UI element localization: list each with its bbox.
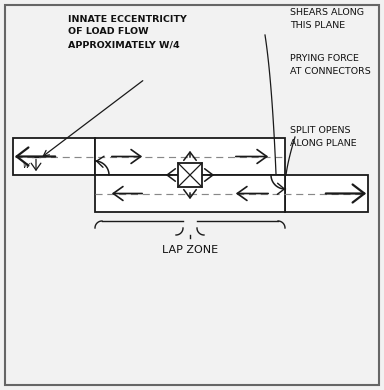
Text: INNATE ECCENTRICITY
OF LOAD FLOW
APPROXIMATELY W/4: INNATE ECCENTRICITY OF LOAD FLOW APPROXI… — [68, 15, 187, 49]
Bar — [13, 138, 95, 175]
Bar — [285, 175, 368, 212]
Text: PRYING FORCE
AT CONNECTORS: PRYING FORCE AT CONNECTORS — [290, 54, 371, 76]
Text: SHEARS ALONG
THIS PLANE: SHEARS ALONG THIS PLANE — [290, 8, 364, 30]
Bar — [178, 163, 202, 187]
Text: LAP ZONE: LAP ZONE — [162, 245, 218, 255]
Text: w: w — [22, 161, 29, 170]
Bar — [95, 138, 285, 175]
Text: SPLIT OPENS
ALONG PLANE: SPLIT OPENS ALONG PLANE — [290, 126, 357, 147]
Bar — [95, 175, 285, 212]
